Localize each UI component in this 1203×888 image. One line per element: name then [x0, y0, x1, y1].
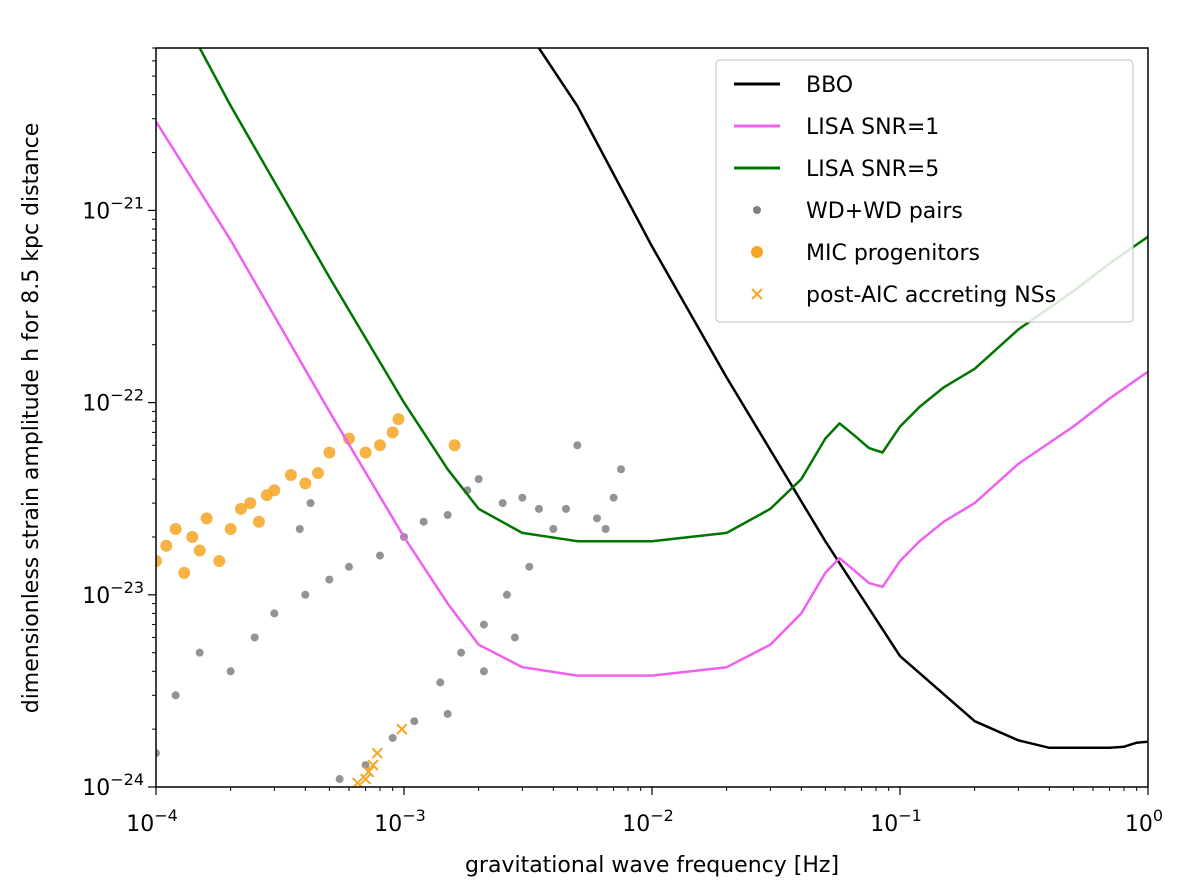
wd-wd-pairs-point: [443, 511, 452, 520]
x-tick-label: 100: [1125, 806, 1163, 837]
legend-label-wd-wd-pairs: WD+WD pairs: [806, 199, 963, 224]
mic-progenitors-point: [200, 512, 213, 525]
wd-wd-pairs-point: [601, 524, 610, 533]
wd-wd-pairs-point: [250, 633, 259, 642]
wd-wd-pairs-point: [436, 678, 445, 687]
wd-wd-pairs-point: [502, 590, 511, 599]
y-tick-label: 10−24: [82, 770, 144, 801]
wd-wd-pairs-point: [270, 609, 279, 618]
x-tick-label: 10−2: [622, 806, 674, 837]
wd-wd-pairs-point: [479, 667, 488, 676]
wd-wd-pairs-point: [156, 749, 160, 758]
wd-wd-pairs-point: [498, 499, 507, 508]
wd-wd-pairs-point: [410, 717, 419, 726]
wd-wd-pairs-point: [534, 504, 543, 513]
x-tick-label: 10−3: [374, 806, 426, 837]
mic-progenitors-point: [224, 522, 237, 535]
post-aic-accreting-nss-marker: [367, 759, 379, 771]
x-axis-label: gravitational wave frequency [Hz]: [465, 853, 839, 878]
wd-wd-pairs-point: [617, 465, 626, 474]
mic-progenitors-point: [373, 439, 386, 452]
mic-progenitors-point: [213, 554, 226, 567]
legend-label-lisa-snr-1: LISA SNR=1: [806, 115, 939, 140]
mic-progenitors-point: [448, 439, 461, 452]
legend-swatch-mic-progenitors: [751, 246, 763, 258]
mic-progenitors-point: [284, 469, 297, 482]
wd-wd-pairs-point: [325, 575, 334, 584]
y-axis-label: dimensionless strain amplitude h for 8.5…: [19, 123, 44, 714]
mic-progenitors-point: [156, 554, 162, 567]
x-tick-label: 10−1: [870, 806, 922, 837]
wd-wd-pairs-point: [443, 709, 452, 718]
wd-wd-pairs-point: [518, 493, 527, 502]
mic-progenitors-point: [244, 497, 257, 510]
lisa-snr-5-line: [198, 48, 1148, 543]
mic-progenitors-point: [252, 515, 265, 528]
wd-wd-pairs-point: [474, 475, 483, 484]
wd-wd-pairs-point: [171, 691, 180, 700]
wd-wd-pairs-point: [306, 499, 315, 508]
mic-progenitors-point: [359, 446, 372, 459]
post-aic-accreting-nss-marker: [359, 773, 372, 785]
legend-label-lisa-snr-5: LISA SNR=5: [806, 157, 939, 182]
legend-label-mic-progenitors: MIC progenitors: [806, 241, 980, 266]
lisa-snr-1-line: [156, 120, 1148, 677]
post-aic-accreting-nss-marker: [362, 766, 375, 778]
wd-wd-pairs-point: [510, 633, 519, 642]
scatter-layer: [156, 413, 626, 787]
wd-wd-pairs-point: [549, 524, 558, 533]
mic-progenitors-point: [193, 544, 206, 557]
wd-wd-pairs-point: [525, 562, 534, 571]
wd-wd-pairs-point: [561, 504, 570, 513]
wd-wd-pairs-point: [592, 514, 601, 523]
wd-wd-pairs-point: [295, 524, 304, 533]
mic-progenitors-point: [178, 566, 191, 579]
mic-progenitors-point: [299, 477, 312, 490]
wd-wd-pairs-point: [419, 517, 428, 526]
wd-wd-pairs-point: [609, 493, 618, 502]
mic-progenitors-point: [169, 522, 182, 535]
lines-layer: [156, 48, 1148, 750]
post-aic-accreting-nss-marker: [371, 747, 383, 759]
wd-wd-pairs-point: [301, 590, 310, 599]
legend-label-post-aic-accreting-nss: post-AIC accreting NSs: [806, 283, 1056, 308]
mic-progenitors-point: [186, 530, 199, 543]
mic-progenitors-point: [323, 446, 336, 459]
legend-items: BBO LISA SNR=1 LISA SNR=5 WD+WD pairs MIC pr…: [734, 73, 1056, 308]
mic-progenitors-point: [268, 484, 281, 497]
legend-label-bbo: BBO: [806, 73, 853, 98]
legend-swatch-post-aic-accreting-nss: [751, 288, 763, 300]
mic-progenitors-point: [386, 426, 399, 439]
y-tick-label: 10−21: [82, 193, 144, 224]
wd-wd-pairs-point: [573, 441, 582, 450]
wd-wd-pairs-point: [195, 648, 204, 657]
y-tick-label: 10−22: [82, 386, 144, 417]
wd-wd-pairs-point: [226, 667, 235, 676]
wd-wd-pairs-point: [479, 620, 488, 629]
wd-wd-pairs-point: [457, 648, 466, 657]
legend-swatch-wd-wd-pairs: [753, 206, 761, 214]
mic-progenitors-point: [234, 502, 247, 515]
mic-progenitors-point: [392, 413, 405, 426]
wd-wd-pairs-point: [388, 733, 397, 742]
bbo-line: [537, 48, 1148, 750]
legend-box: [715, 59, 1134, 323]
post-aic-accreting-nss-marker: [396, 723, 408, 735]
x-tick-label: 10−4: [126, 806, 178, 837]
wd-wd-pairs-point: [375, 551, 384, 560]
mic-progenitors-point: [160, 539, 173, 552]
wd-wd-pairs-point: [344, 562, 353, 571]
ticks-layer: 10−4 10−3 10−2 10−1 100 10−24 10−23 10−22 10−21: [82, 47, 1163, 837]
legend: BBO LISA SNR=1 LISA SNR=5 WD+WD pairs MIC pr…: [715, 59, 1134, 323]
wd-wd-pairs-point: [335, 775, 344, 784]
mic-progenitors-point: [311, 467, 324, 480]
y-tick-label: 10−23: [82, 578, 144, 609]
